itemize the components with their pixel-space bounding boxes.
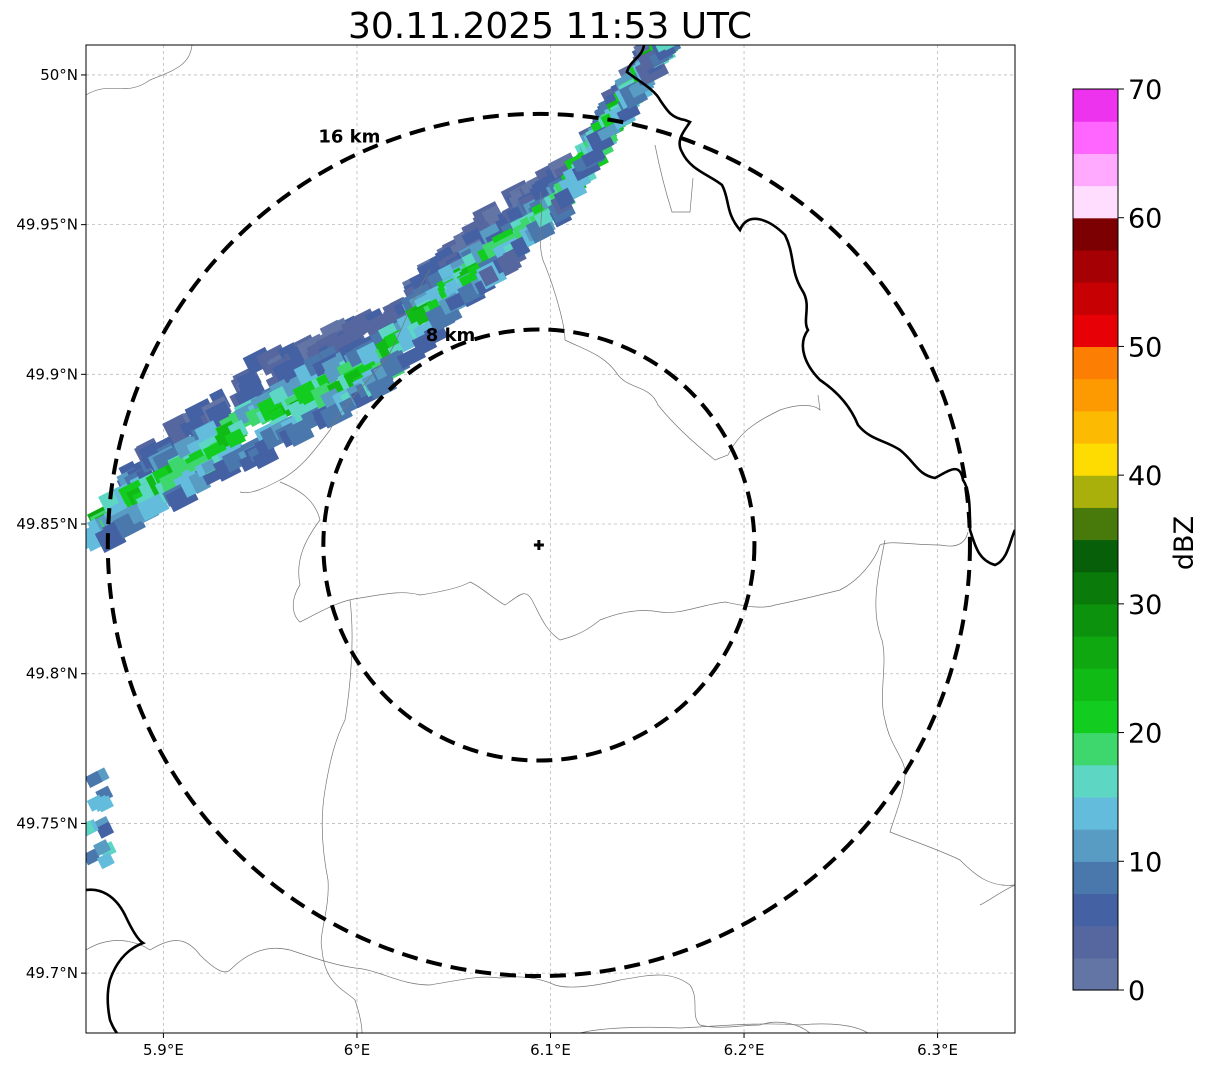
reflectivity-echoes (86, 45, 688, 870)
colorbar-ticks: 0 10 20 30 40 50 60 70 (1118, 75, 1162, 1007)
colorbar-tick-label: 70 (1128, 75, 1162, 106)
colorbar-segment (1073, 925, 1118, 959)
admin-boundary (654, 144, 694, 213)
colorbar-segment (1073, 217, 1118, 251)
echo-cell (432, 306, 463, 330)
colorbar-segment (1073, 346, 1118, 380)
map-area: 16 km 8 km (85, 44, 1016, 1034)
admin-boundary (320, 599, 363, 1033)
y-tick-label: 49.7°N (26, 964, 78, 982)
ring-label-8km: 8 km (426, 325, 476, 346)
echo-cell (478, 265, 499, 287)
echo-cell (95, 795, 114, 813)
echo-cell (136, 492, 170, 522)
colorbar: 0 10 20 30 40 50 60 70 dBZ (1072, 75, 1200, 1007)
colorbar-segment (1073, 153, 1118, 187)
admin-boundary (239, 269, 431, 494)
x-tick-label: 6.2°E (724, 1041, 765, 1059)
colorbar-segment (1073, 861, 1118, 895)
colorbar-segment (1073, 796, 1118, 830)
colorbar-segment (1073, 89, 1118, 122)
colorbar-segment (1073, 507, 1118, 541)
colorbar-tick-label: 30 (1128, 590, 1162, 621)
echo-cell (597, 122, 622, 142)
admin-boundary (86, 940, 811, 1033)
colorbar-tick-label: 20 (1128, 719, 1162, 750)
colorbar-segment (1073, 249, 1118, 283)
range-ring-16km (105, 111, 972, 979)
x-tick-label: 6°E (344, 1041, 371, 1059)
y-tick-label: 49.75°N (16, 814, 78, 832)
national-border (86, 888, 146, 1033)
echo-cell (652, 45, 677, 62)
echo-cell (651, 45, 683, 53)
y-tick-label: 49.95°N (16, 216, 78, 234)
colorbar-segments (1073, 89, 1118, 991)
echo-cell (616, 103, 641, 124)
figure-title: 30.11.2025 11:53 UTC (348, 6, 752, 47)
colorbar-segment (1073, 603, 1118, 637)
colorbar-segment (1073, 571, 1118, 605)
echo-cell (224, 428, 247, 449)
ring-label-16km: 16 km (318, 127, 380, 148)
national-border (625, 45, 1015, 567)
admin-boundary (579, 1023, 869, 1033)
colorbar-segment (1073, 185, 1118, 219)
colorbar-tick-label: 0 (1128, 976, 1145, 1007)
echo-cell (93, 839, 112, 857)
echo-cell (202, 469, 222, 486)
colorbar-segment (1073, 442, 1118, 476)
colorbar-segment (1073, 539, 1118, 573)
colorbar-segment (1073, 764, 1118, 798)
colorbar-tick-label: 50 (1128, 332, 1162, 363)
y-tick-label: 49.85°N (16, 515, 78, 533)
colorbar-segment (1073, 314, 1118, 348)
colorbar-segment (1073, 121, 1118, 154)
admin-boundary (979, 884, 1015, 906)
colorbar-segment (1073, 700, 1118, 734)
echo-cell (366, 373, 398, 401)
colorbar-tick-label: 60 (1128, 204, 1162, 235)
colorbar-segment (1073, 668, 1118, 701)
range-rings (105, 111, 972, 979)
colorbar-segment (1073, 475, 1118, 508)
y-tick-label: 49.9°N (26, 365, 78, 383)
echo-cell (96, 821, 115, 839)
admin-boundary (539, 191, 821, 461)
colorbar-segment (1073, 378, 1118, 412)
admin-boundary (279, 481, 969, 641)
echo-cell (86, 770, 103, 788)
colorbar-segment (1073, 829, 1118, 862)
admin-boundary (86, 45, 193, 96)
echo-cell (96, 852, 115, 870)
colorbar-segment (1073, 636, 1118, 669)
colorbar-frame (1072, 88, 1119, 991)
colorbar-segment (1073, 957, 1118, 991)
colorbar-label: dBZ (1169, 516, 1200, 570)
range-ring-8km (321, 327, 757, 763)
echo-cell (86, 848, 101, 866)
x-axis: 5.9°E 6°E 6.1°E 6.2°E 6.3°E (143, 1033, 958, 1059)
echo-cell (461, 226, 485, 246)
echo-cell (158, 466, 189, 490)
echo-cell (553, 187, 576, 210)
x-tick-label: 6.1°E (530, 1041, 571, 1059)
colorbar-segment (1073, 893, 1118, 927)
echo-cell (252, 446, 280, 470)
colorbar-segment (1073, 410, 1118, 444)
colorbar-segment (1073, 732, 1118, 766)
y-tick-label: 49.8°N (26, 665, 78, 683)
x-tick-label: 5.9°E (143, 1041, 184, 1059)
colorbar-segment (1073, 282, 1118, 315)
y-tick-label: 50°N (40, 66, 78, 84)
y-axis: 50°N 49.95°N 49.9°N 49.85°N 49.8°N 49.75°N 49.… (16, 66, 86, 982)
colorbar-tick-label: 40 (1128, 461, 1162, 492)
radar-site-marker (533, 539, 544, 550)
colorbar-tick-label: 10 (1128, 847, 1162, 878)
x-tick-label: 6.3°E (917, 1041, 958, 1059)
